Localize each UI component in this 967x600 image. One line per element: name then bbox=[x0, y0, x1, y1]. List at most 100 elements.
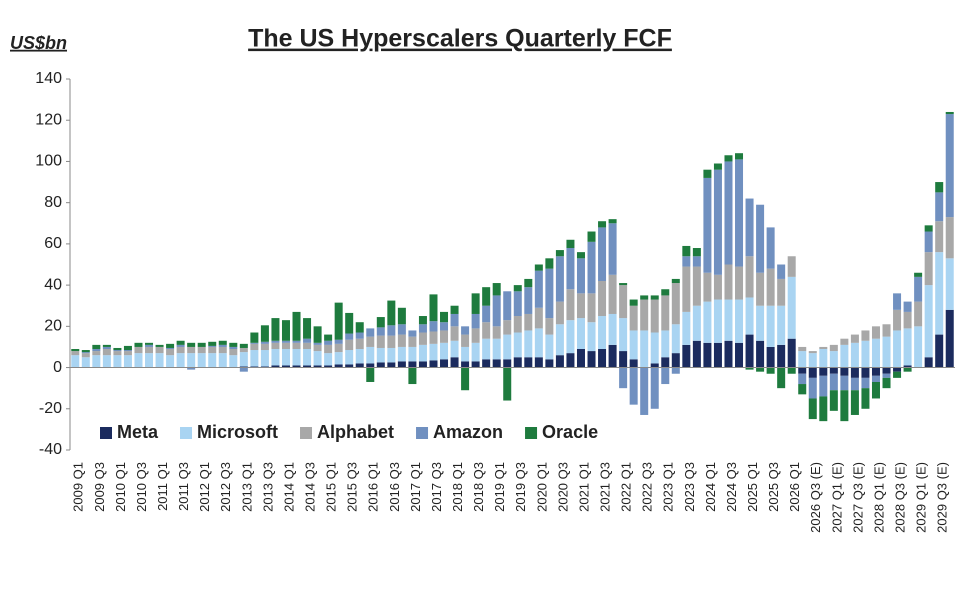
bar-segment bbox=[840, 338, 849, 345]
bar-segment bbox=[208, 353, 217, 368]
bar-segment bbox=[324, 353, 333, 366]
y-tick-label: -20 bbox=[39, 400, 62, 417]
bar-segment bbox=[102, 355, 111, 368]
bar-segment bbox=[355, 322, 364, 333]
bar-segment bbox=[408, 361, 417, 368]
bar-segment bbox=[461, 367, 470, 391]
bar-segment bbox=[197, 353, 206, 368]
legend-swatch bbox=[300, 427, 313, 439]
bar-segment bbox=[871, 381, 880, 399]
bar-segment bbox=[260, 350, 269, 367]
x-tick-label: 2009 Q1 bbox=[71, 462, 86, 512]
bar-segment bbox=[829, 351, 838, 368]
bar-segment bbox=[598, 316, 607, 350]
bar-segment bbox=[935, 334, 944, 368]
bar-segment bbox=[935, 182, 944, 193]
bar-segment bbox=[735, 159, 744, 267]
bar-segment bbox=[134, 342, 143, 347]
bar-segment bbox=[587, 351, 596, 368]
x-tick-label: 2021 Q1 bbox=[576, 462, 591, 512]
bar-segment bbox=[81, 353, 90, 358]
bar-segment bbox=[292, 340, 301, 343]
bar-segment bbox=[619, 283, 628, 286]
bar-segment bbox=[113, 355, 122, 368]
bar-segment bbox=[503, 334, 512, 360]
x-tick-label: 2028 Q1 (E) bbox=[871, 462, 886, 533]
bar-segment bbox=[692, 248, 701, 257]
bar-segment bbox=[724, 299, 733, 341]
bar-segment bbox=[303, 365, 312, 368]
bar-segment bbox=[166, 355, 175, 368]
bar-segment bbox=[229, 355, 238, 368]
bar-segment bbox=[914, 326, 923, 368]
bar-segment bbox=[861, 330, 870, 341]
bar-segment bbox=[924, 231, 933, 253]
x-tick-label: 2017 Q3 bbox=[429, 462, 444, 512]
bar-segment bbox=[735, 153, 744, 160]
bar-segment bbox=[619, 351, 628, 368]
bar-segment bbox=[587, 241, 596, 294]
x-tick-label: 2014 Q1 bbox=[281, 462, 296, 512]
bar-segment bbox=[745, 297, 754, 335]
bar-segment bbox=[777, 264, 786, 279]
x-tick-label: 2029 Q3 (E) bbox=[935, 462, 950, 533]
bar-segment bbox=[145, 344, 154, 347]
bar-segment bbox=[324, 344, 333, 354]
bar-segment bbox=[102, 344, 111, 347]
bar-segment bbox=[281, 349, 290, 366]
bar-segment bbox=[819, 367, 828, 376]
y-axis-label: US$bn bbox=[10, 33, 67, 53]
bar-segment bbox=[566, 320, 575, 354]
x-tick-label: 2024 Q1 bbox=[703, 462, 718, 512]
bar-segment bbox=[798, 384, 807, 395]
bar-segment bbox=[397, 334, 406, 347]
x-tick-label: 2015 Q1 bbox=[324, 462, 339, 512]
bar-segment bbox=[313, 351, 322, 366]
bar-segment bbox=[281, 340, 290, 343]
bar-segment bbox=[692, 340, 701, 368]
bar-segment bbox=[598, 221, 607, 228]
bar-segment bbox=[145, 346, 154, 354]
bar-segment bbox=[555, 355, 564, 368]
bar-segment bbox=[893, 371, 902, 378]
bar-segment bbox=[197, 342, 206, 347]
bar-segment bbox=[376, 317, 385, 328]
bar-segment bbox=[260, 343, 269, 351]
bar-segment bbox=[534, 270, 543, 308]
bar-segment bbox=[682, 245, 691, 257]
x-tick-label: 2027 Q3 (E) bbox=[850, 462, 865, 533]
bar-segment bbox=[703, 169, 712, 178]
bar-segment bbox=[92, 349, 101, 352]
bar-segment bbox=[324, 340, 333, 345]
bar-segment bbox=[671, 324, 680, 354]
bar-segment bbox=[513, 332, 522, 358]
y-tick-label: 20 bbox=[44, 318, 62, 335]
bar-segment bbox=[313, 344, 322, 352]
bar-segment bbox=[482, 305, 491, 323]
bar-segment bbox=[882, 336, 891, 368]
bar-segment bbox=[840, 367, 849, 376]
bar-segment bbox=[724, 264, 733, 300]
bar-segment bbox=[239, 366, 248, 368]
bar-segment bbox=[355, 349, 364, 364]
chart-title: The US Hyperscalers Quarterly FCF bbox=[248, 25, 672, 53]
legend-swatch bbox=[180, 427, 193, 439]
bar-segment bbox=[503, 359, 512, 368]
bar-segment bbox=[713, 342, 722, 368]
bar-segment bbox=[808, 353, 817, 368]
bar-segment bbox=[576, 349, 585, 368]
bar-segment bbox=[408, 346, 417, 362]
bar-segment bbox=[893, 309, 902, 331]
bar-segment bbox=[429, 331, 438, 344]
bar-segment bbox=[208, 346, 217, 354]
bar-segment bbox=[366, 363, 375, 368]
bar-segment bbox=[798, 351, 807, 368]
bar-segment bbox=[197, 346, 206, 354]
bar-segment bbox=[113, 347, 122, 351]
bar-segment bbox=[545, 334, 554, 360]
bar-segment bbox=[271, 365, 280, 368]
bar-segment bbox=[397, 346, 406, 362]
bar-segment bbox=[355, 338, 364, 350]
bar-segment bbox=[176, 346, 185, 354]
bar-segment bbox=[945, 111, 954, 115]
